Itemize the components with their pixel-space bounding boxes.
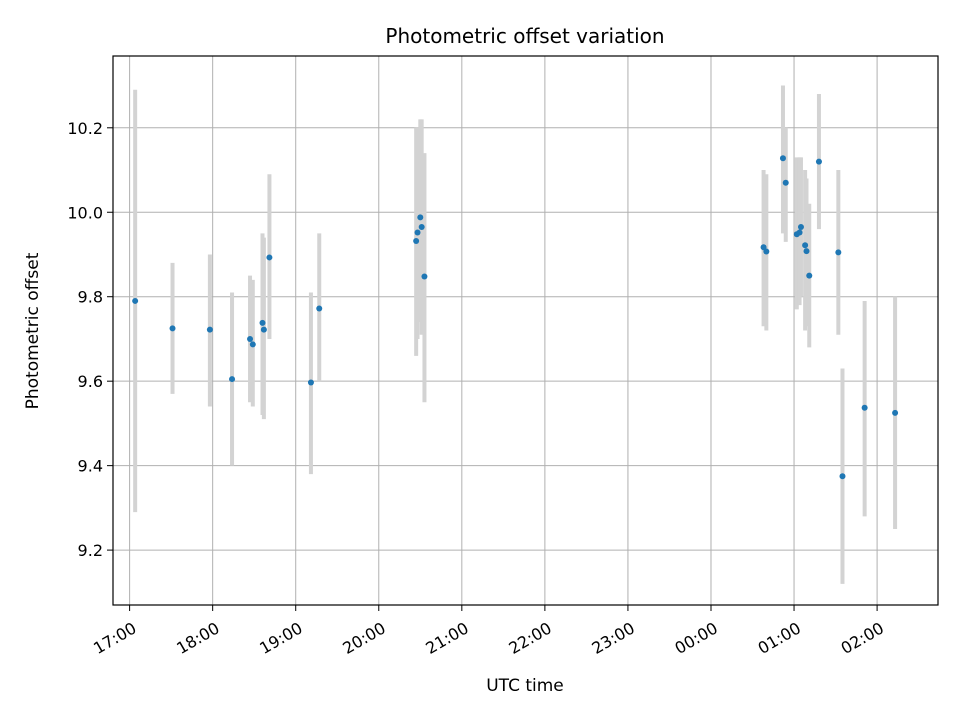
data-point <box>417 214 424 221</box>
y-tick-label: 9.6 <box>78 372 103 391</box>
data-point <box>760 244 767 251</box>
data-point <box>892 409 899 416</box>
data-point <box>802 242 809 249</box>
data-point <box>132 297 139 304</box>
plot-frame <box>112 55 939 606</box>
x-axis-label: UTC time <box>486 676 564 696</box>
data-point <box>763 248 770 255</box>
data-point <box>229 376 236 383</box>
data-point <box>779 155 786 162</box>
data-point <box>316 305 323 312</box>
y-tick-label: 10.0 <box>67 203 103 222</box>
y-tick-label: 9.4 <box>78 457 103 476</box>
y-tick-label: 9.2 <box>78 541 103 560</box>
data-point <box>259 319 266 326</box>
y-tick-label: 10.2 <box>67 119 103 138</box>
y-axis-ticks: 9.2 9.4 9.6 9.8 10.0 10.2 <box>67 119 113 560</box>
data-point <box>260 326 267 333</box>
x-axis-ticks: 17:00 18:00 19:00 20:00 21:00 22:00 23:00 00:00… <box>90 605 887 658</box>
y-tick-label: 9.8 <box>78 288 103 307</box>
data-point <box>835 249 842 256</box>
data-point <box>803 248 810 255</box>
data-point <box>861 404 868 411</box>
data-point <box>169 325 176 332</box>
data-point <box>815 158 822 165</box>
data-point <box>806 272 813 279</box>
data-point <box>206 326 213 333</box>
data-point <box>413 237 420 244</box>
data-point <box>796 229 803 236</box>
data-point <box>421 273 428 280</box>
chart-title: Photometric offset variation <box>385 24 664 48</box>
data-point <box>418 224 425 231</box>
data-point <box>414 229 421 236</box>
data-point <box>249 341 256 348</box>
data-point <box>307 379 314 386</box>
y-axis-label: Photometric offset <box>23 252 43 409</box>
point-layer <box>132 155 899 480</box>
data-point <box>839 473 846 480</box>
data-point <box>782 179 789 186</box>
data-point <box>247 335 254 342</box>
data-point <box>797 224 804 231</box>
data-point <box>266 254 273 261</box>
